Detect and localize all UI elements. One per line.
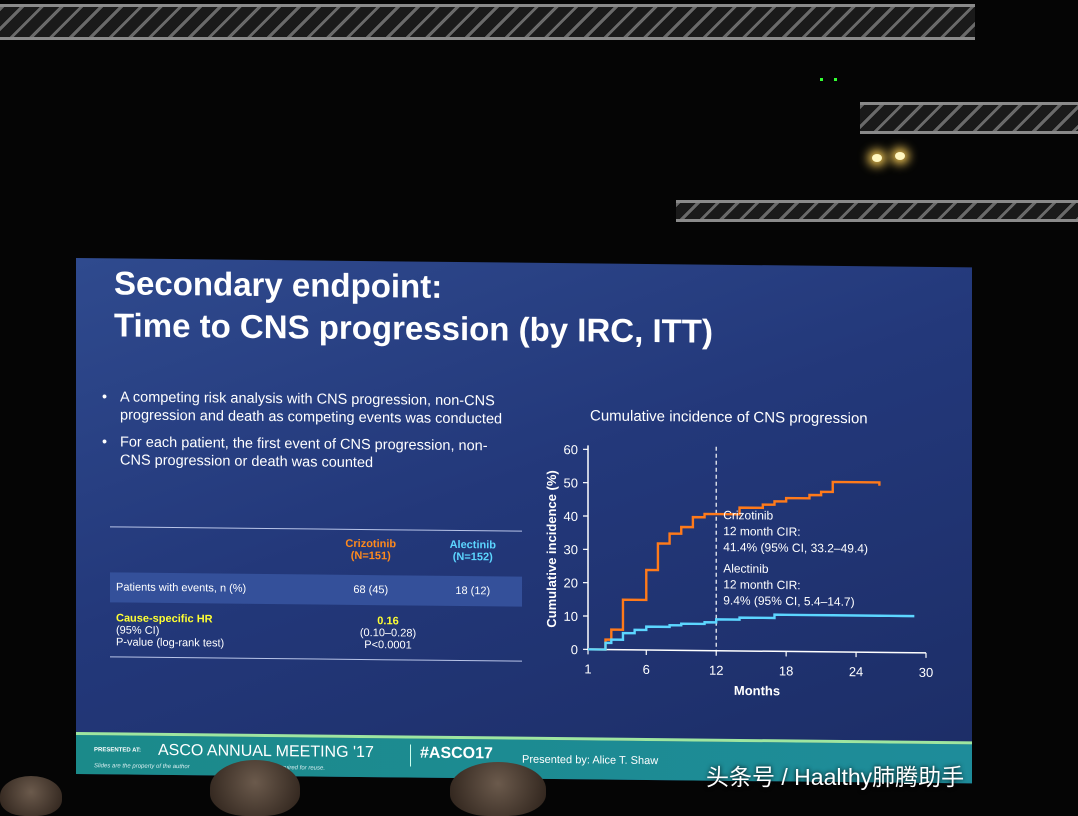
- x-tick-label: 1: [584, 661, 591, 676]
- audience-head: [0, 776, 62, 816]
- chart-title: Cumulative incidence of CNS progression: [590, 407, 868, 427]
- bullet-text: For each patient, the first event of CNS…: [120, 433, 512, 473]
- annotation-crizotinib: 12 month CIR:: [723, 524, 800, 539]
- table-row: Cause-specific HR (95% CI) P-value (log-…: [110, 602, 522, 661]
- indicator-light: [820, 78, 823, 81]
- bullet-item: • A competing risk analysis with CNS pro…: [102, 388, 512, 428]
- slide-title: Secondary endpoint: Time to CNS progress…: [114, 262, 713, 352]
- presented-by: Presented by: Alice T. Shaw: [522, 754, 658, 767]
- p-value: P<0.0001: [324, 639, 452, 652]
- header-crizotinib-n: (N=151): [324, 550, 418, 563]
- annotation-crizotinib: 41.4% (95% CI, 33.2–49.4): [723, 540, 868, 556]
- stage-truss-top: [0, 4, 975, 40]
- row-hr-values: 0.16 (0.10–0.28) P<0.0001: [318, 605, 522, 662]
- cumulative-incidence-chart: 0 10 20 30 40 50 60 1 6 12 18 24 30 Months Cumulative …: [526, 431, 966, 706]
- x-axis-line: [588, 649, 926, 653]
- slide-title-line2: Time to CNS progression (by IRC, ITT): [114, 304, 713, 352]
- watermark-text: 头条号 / Haalthy肺腾助手: [706, 758, 964, 792]
- annotation-crizotinib: Crizotinib: [723, 508, 773, 523]
- stage-light: [895, 152, 905, 160]
- x-tick-label: 12: [709, 663, 723, 678]
- bullet-dot: •: [102, 433, 120, 469]
- stage-truss-right: [860, 102, 1078, 134]
- slide-title-line1: Secondary endpoint:: [114, 262, 713, 310]
- header-crizotinib: Crizotinib (N=151): [318, 529, 424, 576]
- row-events-alectinib: 18 (12): [424, 576, 522, 607]
- annotation-alectinib: Alectinib: [723, 561, 769, 575]
- x-axis-label: Months: [734, 683, 780, 698]
- y-tick-label: 30: [564, 542, 578, 557]
- x-tick-label: 24: [849, 664, 863, 679]
- table-row: Patients with events, n (%) 68 (45) 18 (…: [110, 572, 522, 606]
- bullet-text: A competing risk analysis with CNS progr…: [120, 388, 512, 428]
- y-tick-label: 50: [564, 475, 578, 490]
- x-tick-label: 18: [779, 663, 793, 678]
- row-events-crizotinib: 68 (45): [318, 575, 424, 606]
- bullet-item: • For each patient, the first event of C…: [102, 433, 512, 473]
- y-tick-label: 20: [564, 575, 578, 590]
- header-alectinib-label: Alectinib: [430, 539, 516, 552]
- annotation-alectinib: 12 month CIR:: [723, 577, 800, 592]
- footer-fineprint: Slides are the property of the author: [94, 763, 190, 770]
- row-events-label: Patients with events, n (%): [110, 572, 318, 604]
- annotation-alectinib: 9.4% (95% CI, 5.4–14.7): [723, 593, 854, 608]
- y-axis-label: Cumulative incidence (%): [544, 470, 559, 628]
- presentation-slide: Secondary endpoint: Time to CNS progress…: [76, 258, 972, 783]
- x-tick-label: 30: [919, 665, 933, 680]
- meeting-hashtag: #ASCO17: [420, 745, 493, 764]
- x-tick-label: 6: [643, 662, 650, 677]
- header-alectinib: Alectinib (N=152): [424, 530, 522, 577]
- y-tick-label: 60: [564, 442, 578, 457]
- header-alectinib-n: (N=152): [430, 551, 516, 564]
- indicator-light: [834, 78, 837, 81]
- stage-light: [872, 154, 882, 162]
- bullet-list: • A competing risk analysis with CNS pro…: [102, 388, 512, 482]
- presented-at-label: PRESENTED AT:: [94, 747, 141, 753]
- y-tick-label: 10: [564, 609, 578, 624]
- header-crizotinib-label: Crizotinib: [324, 538, 418, 551]
- stage-truss-mid: [676, 200, 1078, 222]
- p-label: P-value (log-rank test): [116, 636, 312, 650]
- series-line-alectinib: [588, 613, 914, 653]
- row-hr-labels: Cause-specific HR (95% CI) P-value (log-…: [110, 602, 318, 659]
- meeting-name: ASCO ANNUAL MEETING '17: [158, 742, 374, 762]
- y-tick-label: 0: [571, 642, 578, 657]
- y-tick-label: 40: [564, 509, 578, 524]
- bullet-dot: •: [102, 388, 120, 424]
- footer-divider: [410, 744, 411, 766]
- results-table: Crizotinib (N=151) Alectinib (N=152) Pat…: [110, 526, 522, 661]
